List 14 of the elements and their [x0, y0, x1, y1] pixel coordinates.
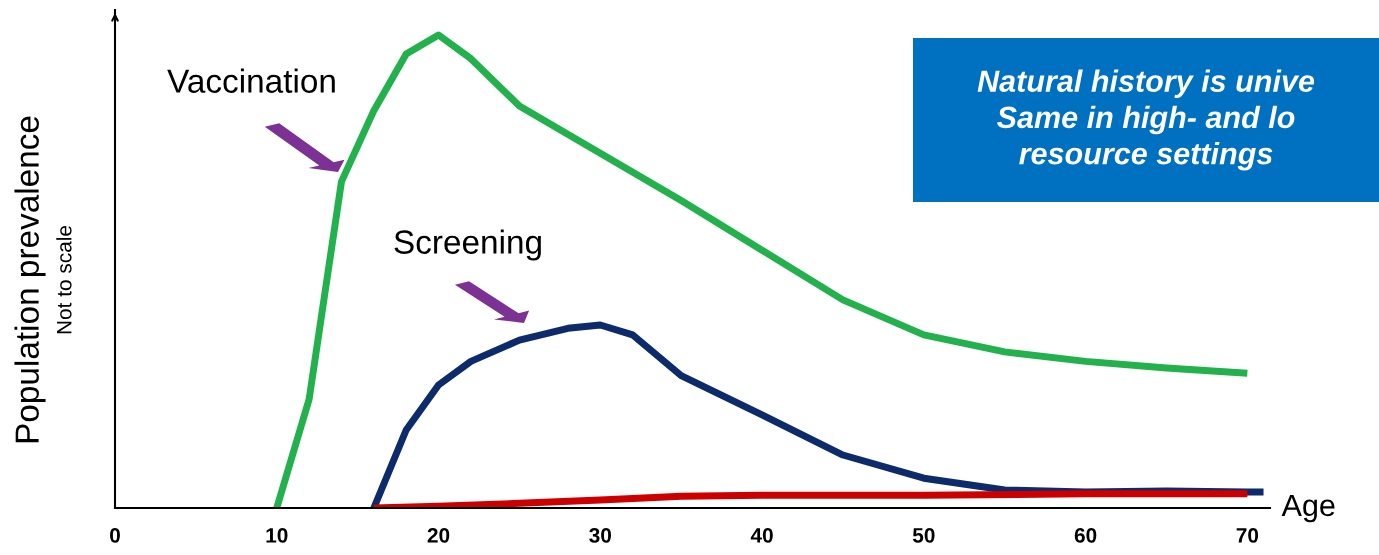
x-tick-label: 10: [266, 527, 288, 543]
x-tick-label: 70: [1236, 527, 1259, 543]
x-tick-label: 60: [1074, 527, 1097, 543]
text: Not to scale: [56, 225, 72, 334]
x-tick-label: 40: [750, 527, 773, 543]
annotation: Screening: [394, 229, 541, 261]
annotation: Vaccination: [167, 68, 335, 93]
x-tick-label: 50: [912, 527, 935, 543]
x-axis-title: Age: [1281, 494, 1335, 523]
x-tick-label: 20: [427, 527, 450, 543]
y-axis-title: Population prevalence: [14, 116, 46, 443]
x-tick-label: 0: [110, 527, 120, 543]
annotation: Natural history is unive Same in high- and lo resource settings: [977, 69, 1315, 171]
x-tick-label: 30: [589, 527, 612, 543]
